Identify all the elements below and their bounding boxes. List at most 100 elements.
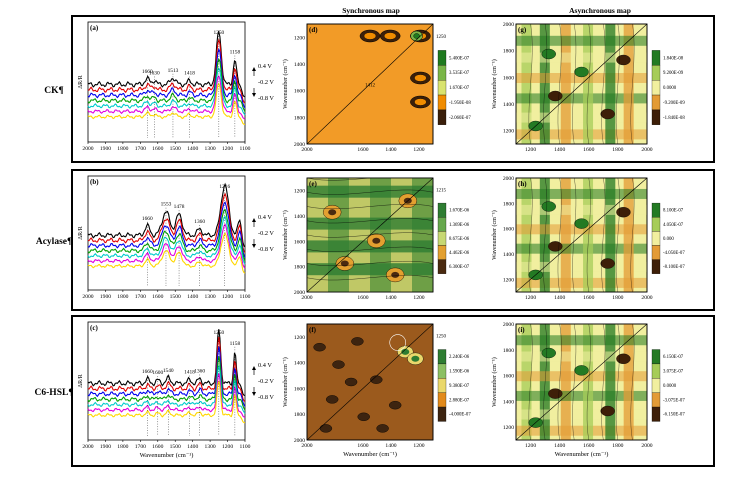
contour-band	[516, 129, 647, 140]
spectrum-panel-letter: (c)	[90, 324, 98, 332]
spectrum-x-tick-label: 1500	[170, 444, 181, 450]
contour-blob	[600, 405, 615, 417]
contour-band	[516, 390, 647, 401]
sync-y-tick-label: 1600	[294, 386, 305, 392]
contour-blob	[389, 401, 402, 410]
contour-blob	[574, 365, 589, 376]
async-x-tick-label: 1400	[554, 147, 565, 153]
async-y-tick-label: 1800	[503, 201, 514, 207]
sync-colorbar-swatch	[437, 406, 447, 422]
async-x-tick-label: 1600	[583, 147, 594, 153]
sync-x-tick-label: 2000	[301, 147, 312, 153]
async-x-tick-label: 1200	[525, 147, 536, 153]
contour-blob	[411, 355, 420, 362]
contour-blob	[414, 98, 427, 106]
contour-band	[521, 178, 532, 292]
sync-annotation: 1412	[365, 83, 376, 88]
peak-label: 1360	[194, 368, 205, 374]
async-colorbar-label: 4.050E-07	[663, 223, 684, 228]
sync-colorbar-label: 1.670E-07	[449, 86, 470, 91]
async-y-tick-label: 1200	[503, 277, 514, 283]
contour-band	[521, 324, 532, 440]
async-map-header: Asynchronous map	[569, 6, 631, 15]
spectrum-curve	[87, 208, 246, 262]
contour-band	[560, 178, 571, 292]
spectrum-x-tick-label: 1600	[152, 294, 163, 300]
contour-blob	[332, 360, 345, 369]
peak-label: 1158	[230, 341, 241, 347]
async-y-tick-label: 1200	[503, 425, 514, 431]
row-name-label: C6-HSL¶	[35, 388, 74, 398]
async-colorbar-label: 0.0000	[663, 384, 677, 389]
contour-line	[601, 324, 606, 440]
spectrum-curve	[87, 223, 246, 269]
async-colorbar-swatch	[651, 94, 661, 111]
sync-y-tick-label: 1800	[294, 265, 305, 271]
async-colorbar-swatch	[651, 349, 661, 365]
sync-map-frame	[306, 323, 434, 441]
sync-colorbar-label: 2.880E-07	[449, 398, 470, 403]
sync-annotation: 1250	[436, 35, 447, 40]
async-colorbar-label: 6.150E-07	[663, 355, 684, 360]
spectrum-x-tick-label: 1300	[205, 294, 216, 300]
sync-y-tick-label: 2000	[294, 290, 305, 296]
contour-band	[516, 351, 647, 362]
spectrum-x-tick-label: 2000	[82, 444, 93, 450]
spectrum-x-tick-label: 1900	[100, 444, 111, 450]
contour-blob	[616, 353, 631, 364]
sync-panel-letter: (e)	[309, 180, 317, 188]
contour-line	[572, 324, 577, 440]
async-colorbar-label: 3.075E-07	[663, 370, 684, 375]
contour-blob	[313, 343, 326, 352]
sync-colorbar-swatch	[437, 378, 447, 393]
async-map-frame	[515, 23, 648, 145]
sync-colorbar-label: 4.462E-06	[449, 251, 470, 256]
sync-annotation: 1215	[436, 188, 447, 193]
peak-label: 1158	[230, 50, 241, 56]
contour-blob	[541, 48, 556, 60]
sync-y-tick-label: 1200	[294, 189, 305, 195]
sync-colorbar-label: -2.060E-07	[449, 116, 471, 121]
diagonal-line	[307, 178, 433, 292]
spectrum-x-tick-label: 1300	[205, 444, 216, 450]
sync-panel-letter: (f)	[309, 326, 317, 334]
async-colorbar-swatch	[651, 406, 661, 422]
contour-line	[601, 24, 606, 144]
contour-blob	[600, 258, 615, 269]
async-colorbar-label: 8.100E-07	[663, 209, 684, 214]
async-y-tick-label: 1600	[503, 374, 514, 380]
sync-y-tick-label: 1200	[294, 335, 305, 341]
contour-band	[560, 324, 571, 440]
spectrum-panel-letter: (a)	[90, 24, 99, 32]
peak-label: 1540	[163, 368, 174, 374]
sync-colorbar-label: 3.535E-07	[449, 71, 470, 76]
diagonal-line	[307, 324, 433, 440]
sync-contours	[307, 24, 433, 144]
contour-blob	[616, 207, 631, 218]
sync-x-tick-label: 1200	[413, 295, 424, 301]
peak-label: 1630	[149, 70, 160, 76]
contour-band	[516, 371, 647, 382]
async-colorbar-label: 0.000	[663, 237, 674, 242]
contour-blob	[357, 412, 370, 421]
peak-label: 1418	[184, 370, 195, 376]
peak-label: 1660	[142, 369, 153, 375]
contour-band	[516, 204, 647, 215]
contour-blob	[600, 108, 615, 120]
async-y-label: Wavenumber (cm⁻¹)	[491, 357, 498, 407]
sync-annotation: 1250	[436, 335, 447, 340]
contour-band	[516, 35, 647, 46]
sync-y-tick-label: 1200	[294, 35, 305, 41]
contour-band	[583, 178, 594, 292]
async-colorbar-label: -4.050E-07	[663, 251, 685, 256]
async-y-tick-label: 1600	[503, 75, 514, 81]
peak-label: 1600	[152, 370, 163, 376]
spectrum-x-tick-label: 1800	[117, 444, 128, 450]
spectrum-curve	[87, 201, 246, 258]
sync-y-tick-label: 1600	[294, 89, 305, 95]
sync-x-tick-label: 1400	[385, 147, 396, 153]
contour-blob	[616, 54, 631, 66]
spectrum-x-tick-label: 1900	[100, 294, 111, 300]
row-1: CK¶ (a) ΔR/R 2000 1900 1800 1700 1600 1500 1400 13…	[44, 21, 685, 153]
